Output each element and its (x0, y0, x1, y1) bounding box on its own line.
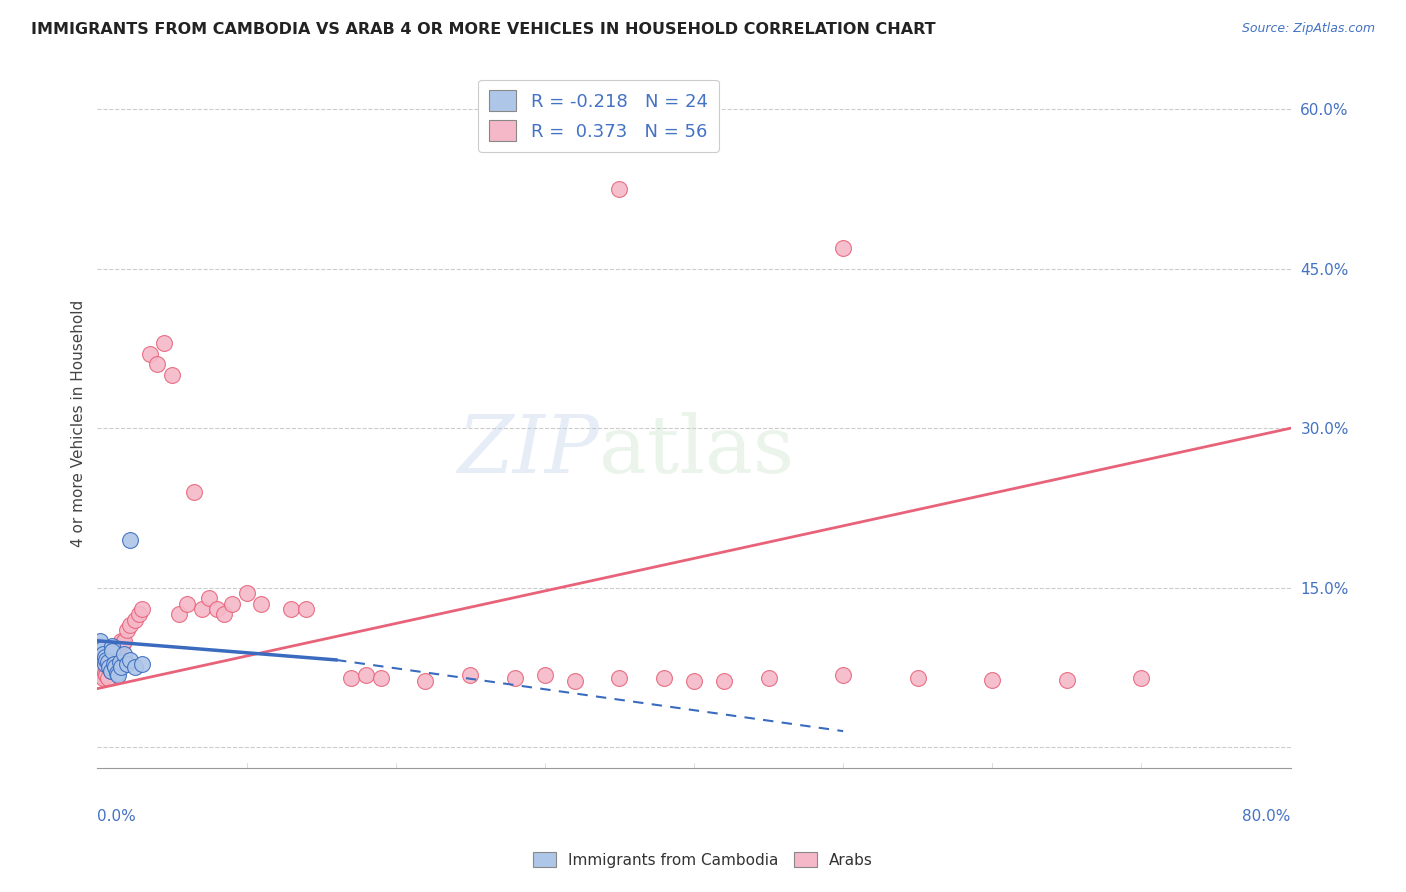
Text: ZIP: ZIP (457, 412, 599, 490)
Point (131, 602, 153, 616)
Point (104, 644, 127, 658)
Legend: R = -0.218   N = 24, R =  0.373   N = 56: R = -0.218 N = 24, R = 0.373 N = 56 (478, 79, 718, 152)
Point (110, 660, 132, 674)
Point (115, 657, 138, 672)
Point (89, 633, 111, 648)
Point (103, 649, 125, 664)
Legend: Immigrants from Cambodia, Arabs: Immigrants from Cambodia, Arabs (527, 846, 879, 873)
Point (124, 613, 146, 627)
Point (415, 674, 437, 689)
Point (94, 649, 117, 664)
Point (190, 602, 212, 616)
Text: atlas: atlas (599, 411, 793, 490)
Point (128, 607, 150, 622)
Point (104, 660, 127, 674)
Point (564, 674, 586, 689)
Point (115, 623, 138, 637)
Point (100, 664, 122, 678)
Text: Source: ZipAtlas.com: Source: ZipAtlas.com (1241, 22, 1375, 36)
Point (112, 633, 135, 648)
Point (124, 660, 146, 674)
Point (111, 636, 134, 650)
Point (112, 647, 135, 661)
Point (713, 674, 735, 689)
Point (503, 671, 526, 685)
Text: 80.0%: 80.0% (1243, 809, 1291, 823)
Point (101, 644, 124, 658)
Point (176, 597, 198, 611)
Point (832, 240, 855, 254)
Point (250, 597, 273, 611)
Point (160, 368, 183, 382)
Point (340, 671, 363, 685)
Point (153, 336, 176, 351)
Point (183, 485, 205, 500)
Point (981, 673, 1004, 687)
Text: IMMIGRANTS FROM CAMBODIA VS ARAB 4 OR MORE VEHICLES IN HOUSEHOLD CORRELATION CHA: IMMIGRANTS FROM CAMBODIA VS ARAB 4 OR MO… (31, 22, 935, 37)
Point (169, 607, 191, 622)
Point (91, 647, 114, 661)
Point (91, 671, 114, 685)
Point (280, 602, 302, 616)
Point (110, 633, 132, 648)
Point (100, 664, 122, 678)
Point (533, 667, 555, 681)
Point (87, 667, 110, 681)
Point (98, 657, 121, 672)
Point (609, 671, 631, 685)
Point (94, 657, 117, 672)
Point (89, 664, 111, 678)
Point (212, 607, 235, 622)
Point (221, 597, 243, 611)
Point (87, 639, 110, 653)
Point (96, 667, 118, 681)
Point (458, 667, 481, 681)
Point (108, 655, 131, 669)
Point (90, 660, 112, 674)
Point (609, 182, 631, 196)
Point (205, 602, 228, 616)
Point (198, 591, 221, 606)
Point (97, 671, 120, 685)
Y-axis label: 4 or more Vehicles in Household: 4 or more Vehicles in Household (72, 299, 86, 547)
Point (105, 665, 128, 680)
Point (370, 671, 392, 685)
Point (101, 639, 124, 653)
Point (120, 533, 142, 547)
Point (1130, 671, 1153, 685)
Point (138, 347, 160, 361)
Point (758, 671, 780, 685)
Point (90, 642, 112, 657)
Point (98, 660, 121, 674)
Point (94, 665, 117, 680)
Point (108, 639, 131, 653)
Point (295, 602, 318, 616)
Point (1056, 673, 1078, 687)
Point (105, 647, 128, 661)
Point (120, 617, 142, 632)
Point (107, 667, 129, 681)
Point (683, 674, 706, 689)
Text: 0.0%: 0.0% (97, 809, 136, 823)
Point (103, 657, 125, 672)
Point (652, 671, 675, 685)
Point (354, 667, 377, 681)
Point (146, 358, 169, 372)
Point (97, 655, 120, 669)
Point (832, 667, 855, 681)
Point (131, 657, 153, 672)
Point (907, 671, 929, 685)
Point (120, 653, 142, 667)
Point (96, 653, 118, 667)
Point (235, 586, 257, 600)
Point (101, 655, 124, 669)
